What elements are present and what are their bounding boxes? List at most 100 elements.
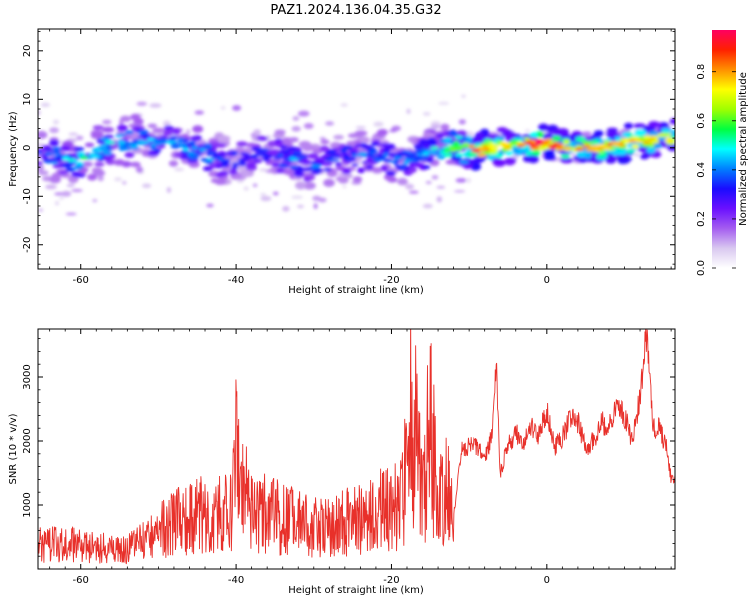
spectrogram-cell-589: [265, 161, 274, 166]
snr-x-axis-label: Height of straight line (km): [288, 585, 424, 596]
spectrogram-cell-1286: [369, 151, 379, 155]
spectrogram-cell-337: [333, 134, 344, 140]
spectrogram-cell-1197: [468, 144, 475, 149]
spectrogram-cell-1219: [557, 146, 564, 151]
spectrogram-cell-376: [491, 158, 505, 164]
spectrogram-cell-587: [575, 136, 586, 143]
spectrogram-cell-730: [646, 146, 656, 154]
spectrogram-cell-1038: [361, 143, 369, 149]
spectrogram-cell-873: [385, 170, 396, 176]
spectrogram-x-axis-label: Height of straight line (km): [288, 285, 424, 296]
spectrogram-speckle-141: [92, 199, 98, 203]
spectrogram-cell-1260: [221, 160, 230, 164]
spectrogram-cell-1036: [225, 151, 235, 155]
spectrogram-cell-1192: [457, 145, 466, 149]
colorbar-label: Normalized spectral amplitude: [738, 72, 749, 226]
spectrogram-cell-793: [163, 129, 173, 137]
spectrogram-cell-1201: [430, 146, 439, 150]
colorbar-gradient: [712, 30, 736, 268]
spectrogram-x-tick-label: 0: [544, 275, 550, 286]
spectrogram-speckle-112: [406, 108, 411, 115]
spectrogram-cell-1007: [328, 149, 337, 154]
spectrogram-cell-706: [74, 173, 86, 178]
spectrogram-cell-395: [343, 173, 353, 179]
spectrogram-cell-984: [630, 136, 642, 140]
spectrogram-cell-1004: [231, 165, 239, 170]
spectrogram-cell-1101: [66, 161, 74, 167]
spectrogram-speckle-189: [66, 184, 75, 187]
spectrogram-speckle-69: [425, 180, 432, 185]
spectrogram-speckle-196: [319, 137, 326, 140]
spectrogram-speckle-201: [272, 191, 279, 196]
spectrogram-cell-1092: [200, 157, 209, 162]
spectrogram-x-tick-label: -20: [383, 275, 399, 286]
spectrogram-cell-435: [456, 130, 468, 137]
spectrogram-cell-1288: [178, 143, 187, 148]
spectrogram-cell-1266: [443, 148, 451, 153]
spectrogram-cell-519: [472, 136, 483, 143]
spectrogram-cell-429: [496, 127, 508, 133]
spectrogram-cell-1237: [43, 160, 54, 164]
spectrogram-cell-1270: [127, 141, 136, 146]
spectrogram-speckle-156: [122, 181, 127, 185]
spectrogram-cell-1160: [414, 157, 422, 162]
spectrogram-cell-718: [271, 162, 281, 168]
spectrogram-cell-1178: [187, 152, 195, 156]
spectrogram-speckle-73: [303, 123, 314, 129]
spectrogram-cell-877: [576, 151, 587, 158]
spectrogram-cell-546: [606, 131, 616, 138]
spectrogram-panel: -60 -40 -20 0 -20 -10 0 10 20 Height of straight…: [8, 28, 676, 296]
snr-x-tick-label: -40: [228, 575, 244, 586]
spectrogram-cell-1267: [479, 146, 488, 150]
spectrogram-cell-1251: [256, 148, 266, 153]
spectrogram-cell-1285: [75, 162, 85, 166]
spectrogram-cell-1048: [436, 155, 446, 160]
spectrogram-cell-1275: [149, 143, 156, 147]
spectrogram-cell-1290: [535, 139, 544, 144]
spectrogram-cell-505: [605, 156, 617, 164]
spectrogram-cell-1276: [358, 152, 368, 156]
spectrogram-cell-856: [49, 139, 59, 147]
spectrogram-speckle-206: [97, 175, 104, 182]
spectrogram-speckle-46: [71, 189, 83, 192]
spectrogram-cell-487: [440, 123, 450, 131]
spectrogram-cell-1250: [272, 154, 281, 158]
spectrogram-cell-1024: [443, 140, 451, 145]
snr-y-tick-label: 1000: [22, 492, 33, 517]
spectrogram-cell-405: [633, 123, 646, 129]
figure-title: PAZ1.2024.136.04.35.G32: [270, 3, 441, 18]
spectrogram-cell-491: [274, 129, 286, 135]
spectrogram-cell-1105: [642, 142, 652, 148]
spectrogram-cell-1253: [589, 145, 599, 150]
spectrogram-cell-1297: [516, 143, 526, 147]
spectrogram-speckle-187: [431, 175, 439, 180]
spectrogram-speckle-219: [166, 187, 172, 193]
spectrogram-speckle-205: [436, 196, 443, 203]
spectrogram-cell-577: [51, 172, 62, 179]
spectrogram-cell-575: [120, 115, 131, 123]
spectrogram-cell-865: [257, 136, 269, 141]
spectrogram-cell-1124: [199, 147, 207, 152]
spectrogram-speckle-0: [38, 109, 41, 116]
spectrogram-cell-425: [335, 176, 346, 182]
spectrogram-cell-262: [669, 118, 675, 125]
spectrogram-y-tick-label: -20: [22, 237, 33, 253]
spectrogram-cell-464: [623, 122, 634, 130]
spectrogram-cell-1220: [329, 154, 338, 159]
spectrogram-speckle-44: [163, 120, 171, 127]
spectrogram-cell-517: [346, 140, 357, 147]
spectrogram-speckle-133: [253, 129, 261, 136]
spectrogram-cell-702: [171, 127, 181, 135]
spectrogram-speckle-82: [76, 135, 84, 141]
spectrogram-cell-907: [287, 146, 298, 151]
spectrogram-cell-390: [354, 130, 368, 136]
spectrogram-cell-786: [466, 151, 477, 157]
snr-panel: -60 -40 -20 0 1000 2000 3000 Height of straigh…: [8, 328, 676, 596]
spectrogram-speckle-48: [142, 183, 152, 189]
spectrogram-cell-1094: [501, 148, 508, 153]
spectrogram-cell-805: [622, 132, 631, 138]
spectrogram-cell-1229: [51, 152, 61, 155]
spectrogram-heatmap: [38, 94, 675, 216]
spectrogram-cell-1134: [158, 138, 168, 142]
spectrogram-cell-642: [321, 161, 333, 166]
